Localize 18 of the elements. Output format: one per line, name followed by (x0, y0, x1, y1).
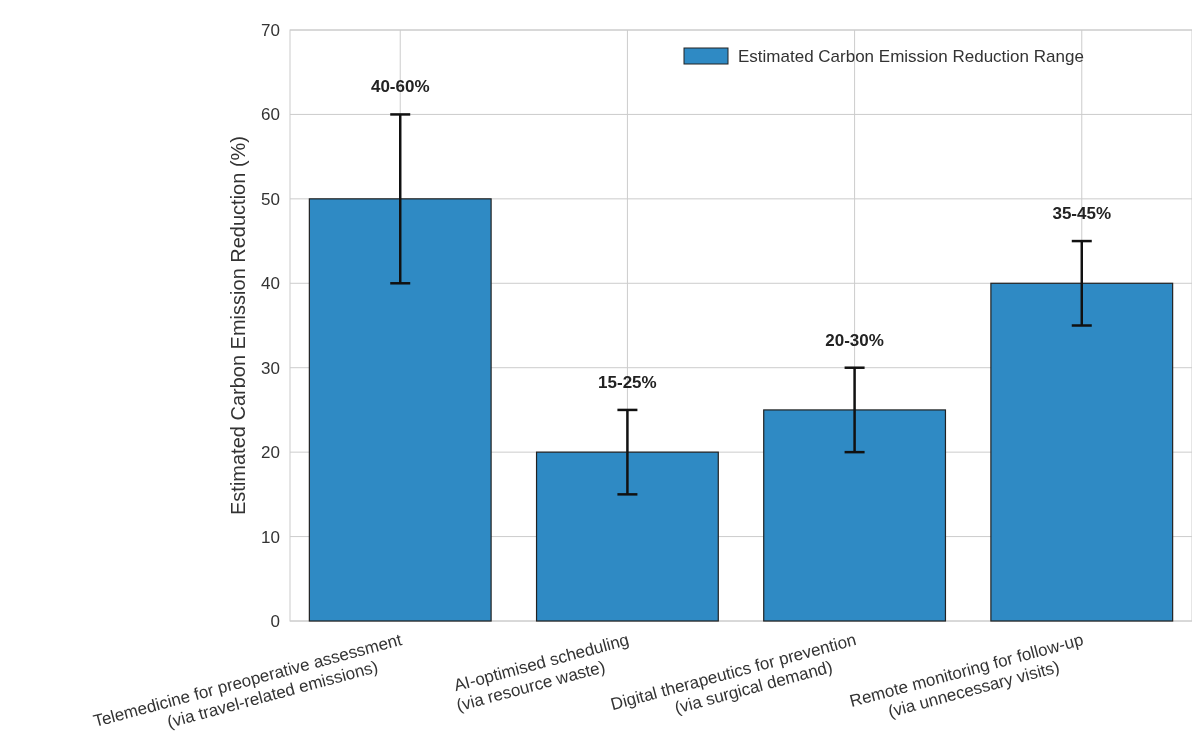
y-axis-title: Estimated Carbon Emission Reduction (%) (227, 135, 249, 516)
bar (763, 409, 947, 622)
y-tick-label: 70 (261, 20, 280, 40)
y-tick-label: 50 (261, 189, 280, 209)
bar (308, 198, 492, 622)
y-tick-label: 30 (261, 358, 280, 378)
annotation: 35-45% (1052, 204, 1112, 224)
annotation: 40-60% (370, 77, 430, 97)
y-tick-label: 60 (261, 105, 280, 125)
annotation: 15-25% (598, 372, 657, 392)
y-tick-label: 40 (261, 274, 280, 294)
y-tick-label: 10 (261, 527, 280, 547)
bar (990, 282, 1174, 622)
bar (535, 451, 719, 622)
y-tick-label: 0 (270, 611, 280, 631)
y-tick-label: 20 (261, 443, 280, 463)
legend-label: Estimated Carbon Emission Reduction Range (738, 46, 1084, 66)
annotation: 20-30% (825, 330, 884, 350)
